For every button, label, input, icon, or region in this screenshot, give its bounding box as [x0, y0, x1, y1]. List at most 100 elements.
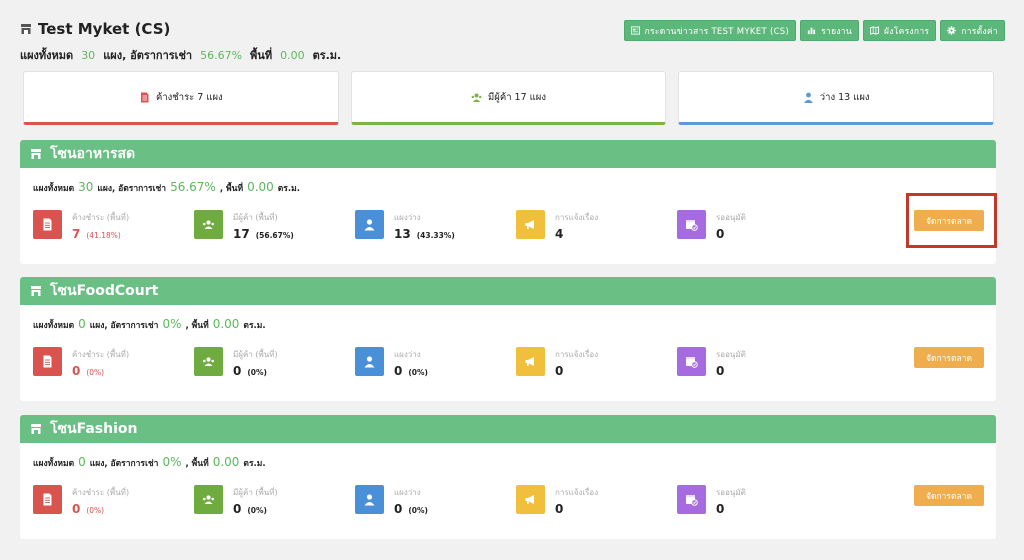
zone-area-value: 0.00 — [247, 180, 274, 194]
manage-market-button[interactable]: จัดการตลาด — [914, 485, 984, 506]
user-icon — [364, 494, 375, 506]
metric-tenants-label: มีผู้ค้า (พื้นที่) — [233, 350, 278, 359]
project-map-label: ผังโครงการ — [883, 26, 930, 37]
metric-vacant-pct: (0%) — [408, 506, 428, 515]
metric-tenants-value: 0 — [233, 502, 242, 516]
metric-overdue-value-row: 0 (0%) — [72, 502, 129, 516]
users-icon — [203, 357, 214, 366]
invoice-icon — [140, 92, 149, 102]
metric-tenants-value-row: 0 (0%) — [233, 502, 278, 516]
stat-card-tenants[interactable]: มีผู้ค้า 17 แผง — [350, 71, 667, 125]
metric-overdue-icon-box — [33, 485, 62, 514]
metric-tenants-value-row: 0 (0%) — [233, 364, 278, 378]
zone-metrics: ค้างชำระ (พื้นที่) 0 (0%) มีผู้ค้า (พื้น… — [33, 347, 838, 378]
users-icon — [203, 495, 214, 504]
invoice-icon — [43, 218, 52, 231]
zone-rate-label: แผง, อัตราการเช่า — [89, 459, 159, 469]
zone-summary: แผงทั้งหมด 0 แผง, อัตราการเช่า 0% , พื้น… — [33, 455, 266, 470]
metric-overdue-pct: (0%) — [86, 506, 105, 515]
gear-icon — [947, 26, 957, 35]
metric-overdue: ค้างชำระ (พื้นที่) 0 (0%) — [33, 485, 194, 516]
metric-vacant-icon-box — [355, 485, 384, 514]
metric-overdue-icon-box — [33, 347, 62, 376]
zone-rate-value: 0% — [162, 455, 182, 469]
metric-pending: รออนุมัติ 0 — [677, 485, 838, 516]
zone-body: แผงทั้งหมด 0 แผง, อัตราการเช่า 0% , พื้น… — [20, 305, 996, 401]
metric-pending-label: รออนุมัติ — [716, 213, 746, 222]
metric-vacant-value-row: 13 (43.33%) — [394, 227, 455, 241]
metric-vacant-icon-box — [355, 210, 384, 239]
metric-vacant-label: แผงว่าง — [394, 213, 421, 222]
total-value: 30 — [81, 49, 96, 62]
invoice-icon — [43, 355, 52, 368]
news-board-button[interactable]: กระดานข่าวสาร TEST MYKET (CS) — [623, 20, 797, 41]
metric-overdue-pct: (41.18%) — [86, 231, 121, 240]
area-label: พื้นที่ — [250, 49, 273, 62]
metric-vacant-value: 0 — [394, 364, 403, 378]
metric-pending-icon-box — [677, 485, 706, 514]
map-icon — [869, 26, 879, 35]
page-title: Test Myket (CS) — [38, 20, 171, 38]
zone-area-unit: ตร.ม. — [243, 321, 266, 331]
zone-header: โซนFoodCourt — [20, 277, 996, 305]
rate-value: 56.67% — [200, 49, 243, 62]
user-icon — [803, 92, 813, 103]
metric-reports: การแจ้งเรื่อง 0 — [516, 485, 677, 516]
metric-overdue-label: ค้างชำระ (พื้นที่) — [72, 213, 130, 222]
metric-tenants-icon-box — [194, 485, 223, 514]
megaphone-icon — [525, 357, 534, 366]
zone-area-unit: ตร.ม. — [243, 459, 266, 469]
total-label: แผงทั้งหมด — [20, 49, 74, 62]
metric-reports-label: การแจ้งเรื่อง — [555, 350, 599, 359]
stat-cards: ค้างชำระ 7 แผง มีผู้ค้า 17 แผง ว่าง 13 แ… — [23, 71, 995, 125]
metric-reports-value: 0 — [555, 364, 564, 378]
stat-card-overdue[interactable]: ค้างชำระ 7 แผง — [23, 71, 339, 125]
report-label: รายงาน — [821, 26, 852, 37]
metric-pending-icon-box — [677, 210, 706, 239]
stat-card-vacant[interactable]: ว่าง 13 แผง — [678, 71, 995, 125]
zone-card: โซนFashion แผงทั้งหมด 0 แผง, อัตราการเช่… — [20, 415, 996, 539]
metric-vacant-value: 0 — [394, 502, 403, 516]
zone-metrics: ค้างชำระ (พื้นที่) 7 (41.18%) มีผู้ค้า (… — [33, 210, 838, 241]
metric-vacant-label: แผงว่าง — [394, 350, 421, 359]
metric-vacant: แผงว่าง 0 (0%) — [355, 485, 516, 516]
metric-overdue-value: 0 — [72, 502, 81, 516]
zone-total-value: 0 — [78, 317, 86, 331]
megaphone-icon — [525, 220, 534, 229]
zone-card: โซนอาหารสด แผงทั้งหมด 30 แผง, อัตราการเช… — [20, 140, 996, 264]
metric-vacant-pct: (43.33%) — [416, 231, 455, 240]
metric-reports-label: การแจ้งเรื่อง — [555, 213, 599, 222]
zone-summary: แผงทั้งหมด 30 แผง, อัตราการเช่า 56.67% ,… — [33, 180, 300, 195]
metric-tenants-label: มีผู้ค้า (พื้นที่) — [233, 488, 278, 497]
metric-pending-label: รออนุมัติ — [716, 350, 746, 359]
report-button[interactable]: รายงาน — [800, 20, 859, 41]
stat-vacant-label: ว่าง 13 แผง — [819, 91, 870, 103]
metric-reports: การแจ้งเรื่อง 4 — [516, 210, 677, 241]
calendar-check-icon — [686, 495, 698, 506]
metric-reports-icon-box — [516, 347, 545, 376]
zone-rate-value: 56.67% — [170, 180, 216, 194]
metric-overdue-pct: (0%) — [86, 368, 105, 377]
metric-reports-icon-box — [516, 210, 545, 239]
manage-market-button[interactable]: จัดการตลาด — [914, 347, 984, 368]
zone-total-label: แผงทั้งหมด — [33, 459, 75, 469]
zone-name: โซนอาหารสด — [50, 146, 136, 162]
metric-overdue-value-row: 7 (41.18%) — [72, 227, 129, 241]
metric-vacant-value-row: 0 (0%) — [394, 364, 428, 378]
project-map-button[interactable]: ผังโครงการ — [862, 20, 937, 41]
metric-pending-value: 0 — [716, 364, 725, 378]
zone-card: โซนFoodCourt แผงทั้งหมด 0 แผง, อัตราการเ… — [20, 277, 996, 401]
area-value: 0.00 — [280, 49, 305, 62]
settings-label: การตั้งค่า — [961, 26, 998, 37]
zone-header: โซนอาหารสด — [20, 140, 996, 168]
manage-market-button[interactable]: จัดการตลาด — [914, 210, 984, 231]
user-icon — [364, 219, 375, 231]
metric-vacant-value: 13 — [394, 227, 411, 241]
title-row: Test Myket (CS) — [20, 20, 1005, 38]
metric-tenants: มีผู้ค้า (พื้นที่) 17 (56.67%) — [194, 210, 355, 241]
settings-button[interactable]: การตั้งค่า — [940, 20, 1005, 41]
metric-tenants-icon-box — [194, 347, 223, 376]
metric-pending: รออนุมัติ 0 — [677, 347, 838, 378]
zone-name: โซนFashion — [50, 421, 138, 437]
calendar-check-icon — [686, 357, 698, 368]
